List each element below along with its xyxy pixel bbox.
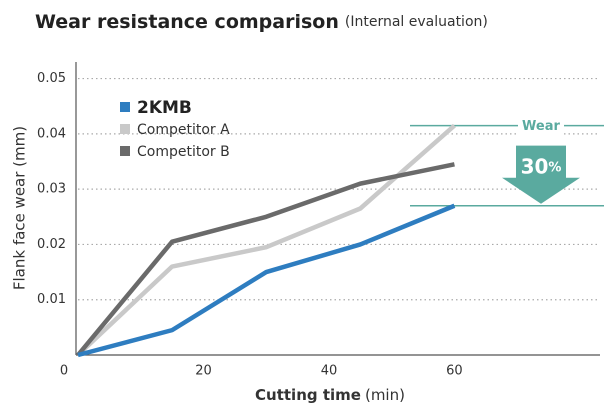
annotation-arrow xyxy=(502,145,580,204)
legend-label: Competitor A xyxy=(137,122,230,138)
annotation-label: Wear xyxy=(522,119,560,134)
series-line xyxy=(76,162,455,357)
subtitle: (Internal evaluation) xyxy=(345,14,488,30)
annotation-unit: % xyxy=(548,160,561,175)
chart-title: Wear resistance comparison (Internal eval… xyxy=(35,11,488,33)
x-tick-label: 0 xyxy=(60,364,68,379)
legend-label: 2KMB xyxy=(137,98,192,118)
x-label: Cutting time xyxy=(255,386,361,404)
y-tick-label: 0.04 xyxy=(37,126,66,141)
legend-swatch xyxy=(120,146,130,156)
annotation-bg xyxy=(518,116,564,135)
x-tick-label: 60 xyxy=(446,364,463,379)
legend-label: Competitor B xyxy=(137,144,230,160)
x-axis-label: Cutting time (min) xyxy=(255,386,405,404)
legend-swatch xyxy=(120,124,130,134)
y-tick-label: 0.01 xyxy=(37,292,66,307)
y-tick-label: 0.02 xyxy=(37,237,66,252)
series-line xyxy=(77,203,456,358)
y-axis-label: Flank face wear (mm) xyxy=(11,126,29,290)
series-line xyxy=(76,123,456,357)
title: Wear resistance comparison xyxy=(35,11,339,33)
x-tick-label: 20 xyxy=(195,364,212,379)
y-tick-label: 0.05 xyxy=(37,71,66,86)
x-unit: (min) xyxy=(365,386,405,404)
legend-swatch xyxy=(120,102,130,112)
annotation-value: 30% xyxy=(521,154,562,178)
x-tick-label: 40 xyxy=(321,364,338,379)
y-tick-label: 0.03 xyxy=(37,182,66,197)
annotation-number: 30 xyxy=(521,154,549,178)
